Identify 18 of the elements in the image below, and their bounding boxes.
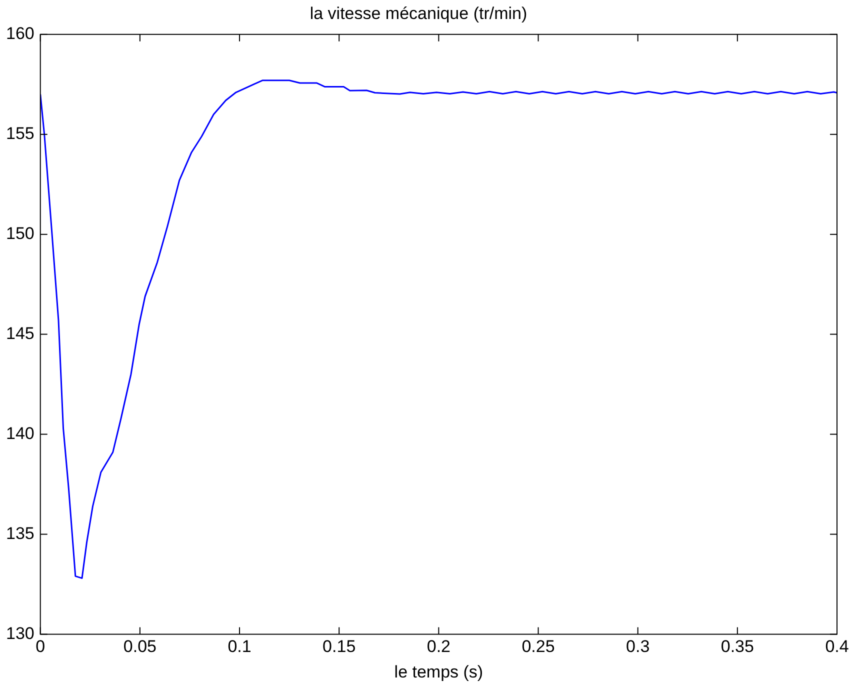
x-tick-label: 0.3 bbox=[626, 637, 650, 656]
x-tick-label: 0.15 bbox=[322, 637, 356, 656]
y-tick-label: 140 bbox=[6, 424, 34, 443]
x-tick-label: 0.2 bbox=[426, 637, 450, 656]
x-tick-label: 0.05 bbox=[123, 637, 156, 656]
y-tick-label: 145 bbox=[6, 324, 34, 343]
x-axis-title: le temps (s) bbox=[394, 662, 484, 682]
y-tick-label: 135 bbox=[6, 524, 34, 543]
x-tick-label: 0.35 bbox=[720, 637, 754, 656]
y-tick-label: 160 bbox=[6, 24, 34, 44]
x-tick-label: 0 bbox=[36, 637, 46, 656]
x-tick-label: 0.1 bbox=[228, 637, 252, 656]
y-tick-label: 155 bbox=[6, 124, 34, 144]
y-tick-label: 150 bbox=[6, 224, 34, 244]
chart-title: la vitesse mécanique (tr/min) bbox=[310, 4, 528, 23]
x-tick-label: 0.25 bbox=[522, 637, 555, 656]
x-tick-label: 0.4 bbox=[825, 637, 849, 656]
y-tick-label: 130 bbox=[6, 624, 34, 643]
